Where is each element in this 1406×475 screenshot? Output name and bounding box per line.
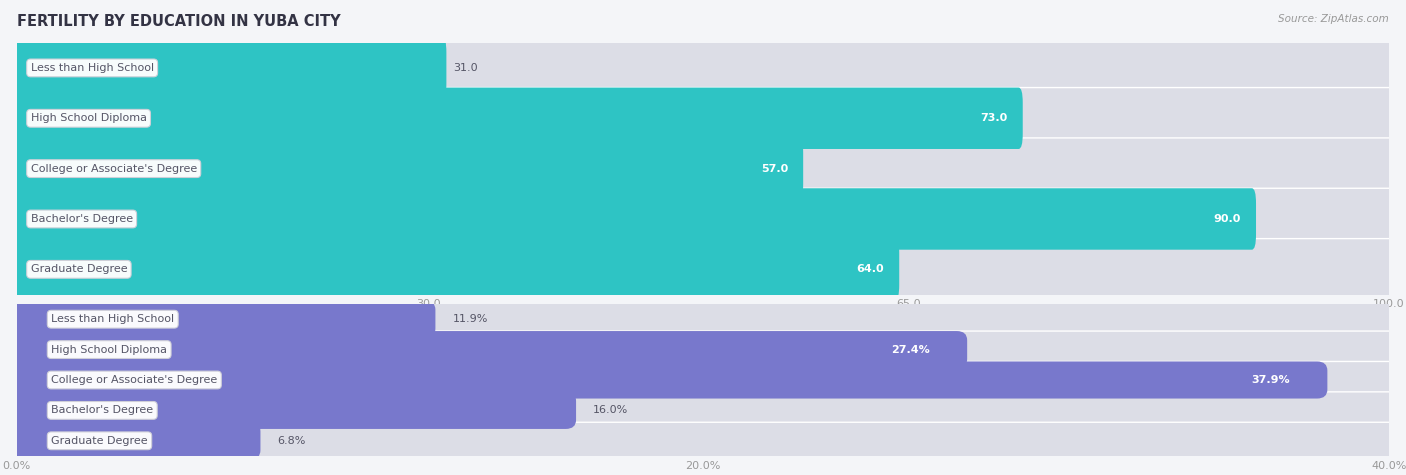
FancyBboxPatch shape: [7, 301, 436, 338]
Text: 64.0: 64.0: [856, 264, 884, 275]
Text: College or Associate's Degree: College or Associate's Degree: [31, 163, 197, 174]
Text: Source: ZipAtlas.com: Source: ZipAtlas.com: [1278, 14, 1389, 24]
FancyBboxPatch shape: [7, 392, 1399, 429]
Text: FERTILITY BY EDUCATION IN YUBA CITY: FERTILITY BY EDUCATION IN YUBA CITY: [17, 14, 340, 29]
Text: Less than High School: Less than High School: [51, 314, 174, 324]
Bar: [17, 244, 1389, 294]
FancyBboxPatch shape: [13, 188, 1393, 250]
FancyBboxPatch shape: [7, 422, 260, 459]
FancyBboxPatch shape: [13, 87, 1393, 149]
FancyBboxPatch shape: [13, 188, 1256, 250]
Text: Less than High School: Less than High School: [31, 63, 153, 73]
Text: Graduate Degree: Graduate Degree: [31, 264, 127, 275]
FancyBboxPatch shape: [7, 361, 1399, 399]
FancyBboxPatch shape: [7, 422, 1399, 459]
Text: Bachelor's Degree: Bachelor's Degree: [51, 405, 153, 416]
FancyBboxPatch shape: [7, 392, 576, 429]
Bar: [17, 334, 1389, 365]
FancyBboxPatch shape: [13, 37, 446, 99]
Bar: [17, 93, 1389, 143]
Text: College or Associate's Degree: College or Associate's Degree: [51, 375, 218, 385]
FancyBboxPatch shape: [7, 361, 1327, 399]
Text: Graduate Degree: Graduate Degree: [51, 436, 148, 446]
Bar: [17, 365, 1389, 395]
Bar: [17, 395, 1389, 426]
Text: 73.0: 73.0: [980, 113, 1008, 124]
Bar: [17, 43, 1389, 93]
FancyBboxPatch shape: [13, 138, 1393, 200]
FancyBboxPatch shape: [7, 331, 1399, 368]
FancyBboxPatch shape: [7, 301, 1399, 338]
Text: 6.8%: 6.8%: [277, 436, 307, 446]
Text: 31.0: 31.0: [453, 63, 478, 73]
Text: 11.9%: 11.9%: [453, 314, 488, 324]
Text: High School Diploma: High School Diploma: [31, 113, 146, 124]
Text: High School Diploma: High School Diploma: [51, 344, 167, 355]
Text: 16.0%: 16.0%: [593, 405, 628, 416]
Bar: [17, 426, 1389, 456]
Bar: [17, 143, 1389, 194]
FancyBboxPatch shape: [13, 87, 1022, 149]
Bar: [17, 194, 1389, 244]
FancyBboxPatch shape: [13, 238, 1393, 300]
FancyBboxPatch shape: [13, 238, 900, 300]
Text: 57.0: 57.0: [761, 163, 789, 174]
Bar: [17, 304, 1389, 334]
Text: 37.9%: 37.9%: [1251, 375, 1289, 385]
Text: Bachelor's Degree: Bachelor's Degree: [31, 214, 132, 224]
FancyBboxPatch shape: [13, 138, 803, 200]
FancyBboxPatch shape: [7, 331, 967, 368]
FancyBboxPatch shape: [13, 37, 1393, 99]
Text: 90.0: 90.0: [1213, 214, 1241, 224]
Text: 27.4%: 27.4%: [890, 344, 929, 355]
